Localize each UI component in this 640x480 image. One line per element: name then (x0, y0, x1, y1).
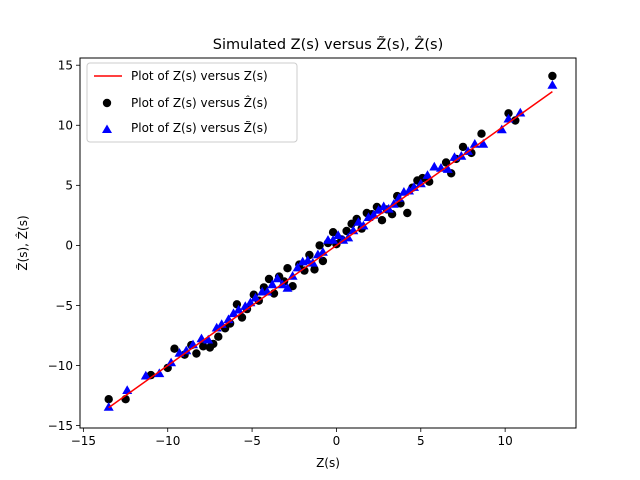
data-point-tilde (333, 230, 344, 239)
legend-entry-line: Plot of Z(s) versus Z(s) (131, 69, 268, 83)
legend: Plot of Z(s) versus Z(s) Plot of Z(s) ve… (86, 62, 298, 143)
data-point-hat (377, 216, 387, 225)
data-point-hat (342, 226, 351, 236)
data-point-hat (300, 266, 309, 275)
y-tick-label: −10 (48, 359, 73, 373)
y-tick-label: 10 (58, 119, 73, 133)
identity-line (108, 90, 553, 409)
data-point-hat (504, 109, 513, 118)
data-point-hat (318, 256, 328, 266)
x-tick-label: 10 (498, 434, 513, 448)
legend-circle-marker (102, 98, 112, 108)
x-axis-label: Z(s) (316, 456, 340, 470)
data-point-tilde (515, 107, 526, 117)
data-point-tilde (267, 279, 278, 289)
data-point-hat (511, 116, 520, 125)
data-point-hat (315, 241, 324, 250)
data-point-tilde (228, 308, 239, 318)
data-point-tilde (282, 283, 293, 292)
data-point-hat (328, 228, 338, 237)
data-point-tilde (103, 402, 114, 411)
data-point-tilde (140, 370, 151, 380)
data-point-hat (425, 177, 434, 186)
y-tick-label: −15 (48, 419, 73, 433)
data-point-hat (310, 265, 319, 274)
plot-area (103, 71, 558, 411)
data-point-tilde (415, 178, 426, 188)
data-point-tilde (154, 368, 165, 378)
legend-triangle-marker (102, 124, 112, 133)
data-point-tilde (233, 304, 244, 314)
y-tick-label: 5 (65, 179, 73, 193)
legend-entry-tilde: Plot of Z(s) versus Z̃(s) (131, 121, 268, 135)
data-point-hat (283, 264, 292, 273)
data-point-tilde (292, 262, 303, 272)
data-point-hat (548, 71, 557, 81)
data-point-tilde (478, 139, 489, 148)
y-axis-label: Z̃(s), Ẑ(s) (15, 215, 30, 270)
data-point-hat (441, 158, 451, 167)
data-point-tilde (373, 205, 384, 214)
y-tick-label: 15 (58, 59, 73, 73)
x-tick-label: −10 (155, 434, 180, 448)
data-point-hat (170, 344, 179, 353)
data-point-tilde (496, 124, 507, 134)
data-point-hat (192, 349, 201, 358)
chart-title: Simulated Z(s) versus Z̃(s), Ẑ(s) (213, 35, 444, 53)
data-point-hat (403, 208, 412, 218)
data-point-tilde (272, 273, 283, 283)
y-tick-label: −5 (55, 299, 73, 313)
data-point-hat (214, 332, 223, 341)
x-tick-label: −15 (71, 434, 96, 448)
data-point-tilde (250, 292, 261, 302)
data-point-hat (104, 395, 113, 404)
data-point-hat (477, 129, 486, 138)
data-point-tilde (442, 164, 453, 173)
data-point-tilde (302, 255, 313, 265)
legend-entry-hat: Plot of Z(s) versus Ẑ(s) (131, 95, 268, 110)
data-point-hat (237, 313, 247, 322)
data-point-tilde (328, 235, 339, 244)
data-point-tilde (422, 170, 433, 179)
data-point-hat (264, 274, 274, 284)
data-point-tilde (203, 334, 214, 344)
y-tick-label: 0 (65, 239, 73, 253)
x-tick-label: 5 (417, 434, 425, 448)
data-point-tilde (181, 345, 192, 355)
data-point-tilde (547, 80, 558, 89)
data-point-hat (458, 142, 468, 152)
x-axis: −15 −10 −5 0 5 10 (71, 428, 513, 448)
axes-frame (79, 57, 577, 429)
data-point-tilde (429, 161, 440, 171)
legend-box (86, 62, 298, 143)
x-tick-label: −5 (243, 434, 261, 448)
data-point-tilde (363, 212, 374, 221)
data-point-tilde (378, 201, 389, 211)
y-axis: −15 −10 −5 0 5 10 15 (48, 59, 80, 433)
x-tick-label: 0 (333, 434, 341, 448)
data-point-hat (288, 282, 297, 291)
data-point-hat (199, 342, 208, 351)
data-point-tilde (353, 217, 364, 226)
